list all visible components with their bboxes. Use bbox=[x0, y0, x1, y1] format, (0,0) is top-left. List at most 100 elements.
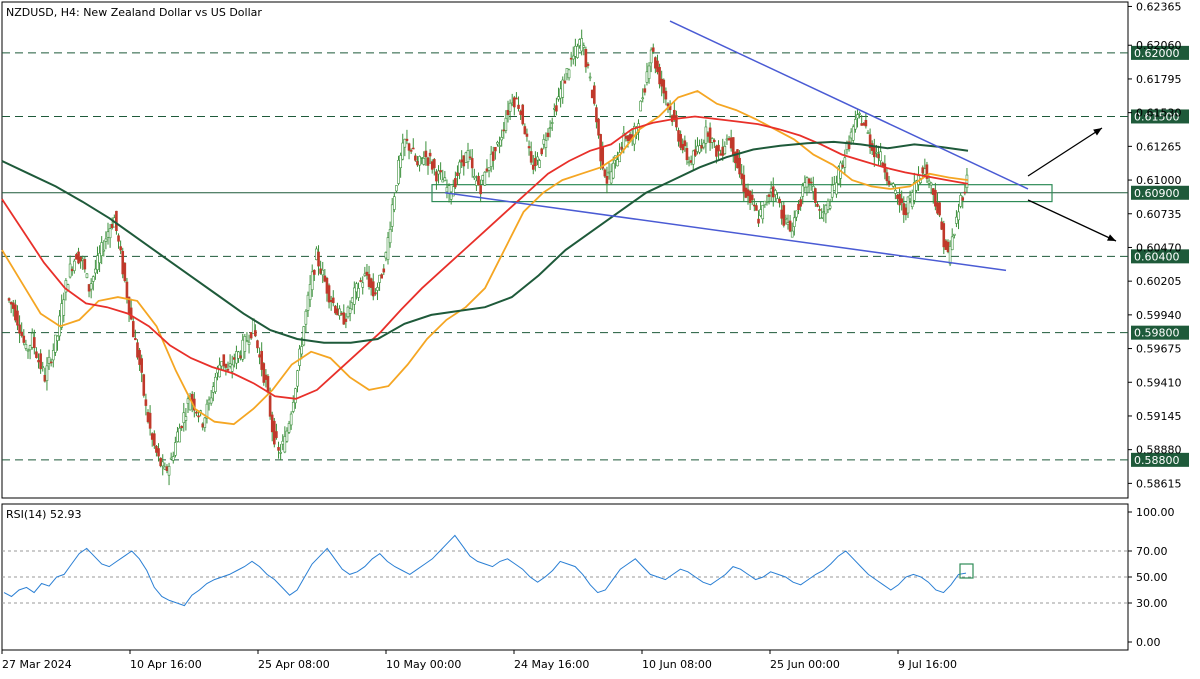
candle-up bbox=[182, 412, 186, 424]
candle-down bbox=[896, 194, 899, 199]
candle-down bbox=[331, 297, 335, 304]
candle-down bbox=[750, 194, 754, 201]
time-tick-label: 10 May 00:00 bbox=[386, 658, 461, 671]
candle-up bbox=[178, 427, 181, 443]
candle-down bbox=[816, 203, 819, 207]
price-tick-label: 0.59410 bbox=[1136, 376, 1182, 389]
candle-up bbox=[96, 255, 99, 271]
candle-up bbox=[205, 403, 209, 419]
candle-down bbox=[651, 47, 655, 52]
bullish-arrow bbox=[1027, 127, 1103, 177]
candle-down bbox=[523, 126, 527, 135]
candle-down bbox=[380, 274, 383, 279]
moving-average-line bbox=[1, 115, 969, 400]
candle-down bbox=[727, 138, 731, 141]
candle-down bbox=[755, 205, 758, 211]
candle-up bbox=[498, 145, 501, 147]
level-badge bbox=[1131, 109, 1189, 124]
candle-down bbox=[694, 149, 697, 156]
price-tick-label: 0.59675 bbox=[1136, 343, 1182, 356]
candle-down bbox=[753, 204, 756, 207]
price-tick-label: 0.61795 bbox=[1136, 73, 1182, 86]
candle-up bbox=[296, 370, 299, 387]
level-label: 0.58800 bbox=[1134, 454, 1180, 467]
candle-up bbox=[649, 49, 653, 64]
candle-up bbox=[536, 156, 539, 161]
candle-down bbox=[275, 431, 278, 438]
candle-down bbox=[485, 168, 489, 172]
candle-down bbox=[513, 97, 516, 108]
candle-down bbox=[256, 340, 259, 349]
candle-down bbox=[197, 415, 200, 418]
candle-up bbox=[26, 349, 30, 352]
candle-down bbox=[603, 169, 607, 177]
candle-down bbox=[744, 187, 748, 198]
candle-up bbox=[696, 145, 699, 152]
candle-up bbox=[338, 308, 341, 316]
candle-up bbox=[759, 209, 762, 217]
candle-down bbox=[590, 89, 594, 99]
moving-average-line bbox=[1, 90, 969, 426]
candle-up bbox=[830, 184, 834, 198]
candle-up bbox=[315, 248, 318, 260]
candle-up bbox=[51, 350, 55, 361]
candle-down bbox=[79, 256, 82, 262]
candle-down bbox=[313, 269, 316, 275]
candle-up bbox=[68, 263, 72, 278]
candle-up bbox=[910, 192, 914, 207]
bullish-arrow-head bbox=[1093, 128, 1102, 136]
candle-up bbox=[458, 161, 461, 174]
resistance-trendline bbox=[669, 20, 1029, 190]
level-label: 0.62000 bbox=[1134, 47, 1180, 60]
candle-down bbox=[860, 123, 863, 126]
candle-down bbox=[643, 88, 647, 93]
candle-up bbox=[346, 306, 350, 318]
candle-down bbox=[961, 197, 965, 201]
candle-down bbox=[807, 178, 811, 184]
rsi-tick-label: 50.00 bbox=[1136, 571, 1168, 584]
candle-up bbox=[399, 155, 402, 169]
candle-up bbox=[230, 364, 234, 372]
price-tick-label: 0.61530 bbox=[1136, 107, 1182, 120]
time-tick-label: 24 May 16:00 bbox=[514, 658, 589, 671]
price-tick-label: 0.60470 bbox=[1136, 241, 1182, 254]
candle-down bbox=[515, 97, 518, 100]
candle-down bbox=[563, 80, 567, 84]
price-tick-label: 0.62060 bbox=[1136, 39, 1182, 52]
candle-down bbox=[262, 363, 266, 383]
rsi-tick-label: 0.00 bbox=[1136, 636, 1161, 649]
candle-down bbox=[529, 151, 533, 163]
rsi-highlight-box bbox=[959, 563, 974, 579]
candle-up bbox=[508, 102, 512, 112]
price-tick-label: 0.58880 bbox=[1136, 444, 1182, 457]
candle-up bbox=[879, 151, 882, 162]
candle-up bbox=[220, 361, 223, 367]
candle-up bbox=[281, 440, 285, 445]
candle-up bbox=[763, 200, 767, 206]
candle-down bbox=[624, 135, 628, 139]
candle-up bbox=[913, 182, 916, 201]
candle-up bbox=[228, 363, 232, 367]
candle-up bbox=[849, 131, 853, 139]
candle-down bbox=[818, 209, 821, 211]
chart-title: NZDUSD, H4: New Zealand Dollar vs US Dol… bbox=[6, 6, 262, 19]
candle-down bbox=[742, 174, 746, 192]
candle-up bbox=[704, 126, 708, 144]
candle-down bbox=[799, 199, 802, 207]
candle-down bbox=[239, 355, 242, 359]
candle-up bbox=[908, 195, 912, 200]
candle-down bbox=[715, 145, 718, 157]
candle-up bbox=[243, 336, 247, 352]
candle-up bbox=[247, 341, 251, 345]
candle-up bbox=[203, 417, 207, 428]
candle-up bbox=[283, 436, 287, 453]
candle-up bbox=[62, 299, 66, 316]
candle-down bbox=[323, 275, 327, 282]
candle-down bbox=[336, 308, 339, 316]
candle-down bbox=[605, 175, 609, 184]
candle-up bbox=[464, 152, 468, 164]
candle-down bbox=[797, 203, 800, 211]
candle-down bbox=[87, 284, 91, 292]
